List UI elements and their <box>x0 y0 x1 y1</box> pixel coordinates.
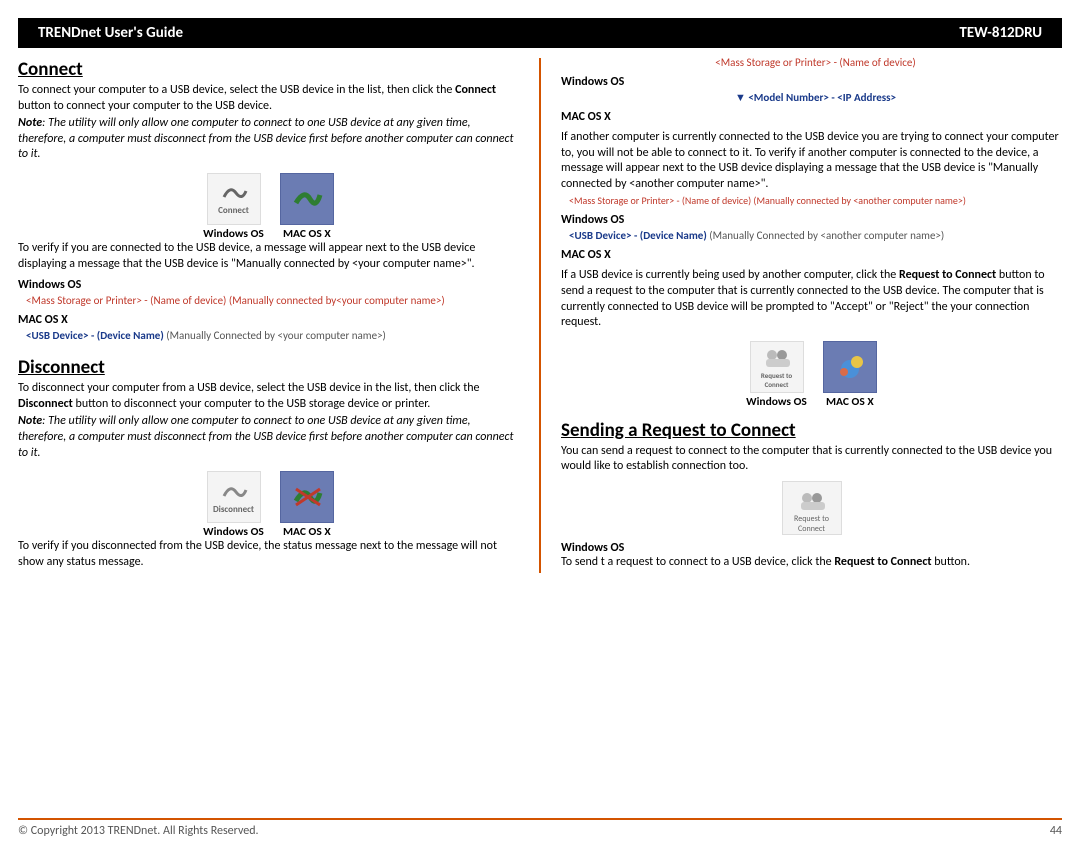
caption-mass-storage: <Mass Storage or Printer> - (Name of dev… <box>26 294 519 307</box>
caption-usb2: <USB Device> - (Device Name) (Manually C… <box>569 229 1062 242</box>
copyright: © Copyright 2013 TRENDnet. All Rights Re… <box>18 824 259 838</box>
request-icon-mac: MAC OS X <box>823 341 877 409</box>
r-win-3: Windows OS <box>561 541 1062 555</box>
request-icon-windows: Request to Connect Windows OS <box>746 341 807 409</box>
disconnect-verify: To verify if you disconnected from the U… <box>18 539 519 570</box>
r-p1: If another computer is currently connect… <box>561 130 1062 192</box>
os-windows-label: Windows OS <box>18 278 519 292</box>
r-win-1: Windows OS <box>561 75 1062 89</box>
disconnect-icon-mac: MAC OS X <box>280 471 334 539</box>
connect-note: Note: The utility will only allow one co… <box>18 116 519 163</box>
caption-usb-device: <USB Device> - (Device Name) (Manually C… <box>26 329 519 342</box>
r-mac-2: MAC OS X <box>561 248 1062 262</box>
sending-intro: You can send a request to connect to the… <box>561 444 1062 475</box>
content: Connect To connect your computer to a US… <box>0 48 1080 573</box>
connect-icon-mac-box <box>280 173 334 225</box>
connect-icon-mac: MAC OS X <box>280 173 334 241</box>
caption-top-mass: <Mass Storage or Printer> - (Name of dev… <box>569 56 1062 69</box>
caption-mass2: <Mass Storage or Printer> - (Name of dev… <box>569 194 1062 207</box>
connect-icon-windows: Connect Windows OS <box>203 173 264 241</box>
header-left: TRENDnet User's Guide <box>38 24 183 42</box>
caption-model: ▼ <Model Number> - <IP Address> <box>569 91 1062 104</box>
r-p2: If a USB device is currently being used … <box>561 268 1062 330</box>
disconnect-icons: Disconnect Windows OS MAC OS X <box>18 471 519 539</box>
r-win-2: Windows OS <box>561 213 1062 227</box>
request-connect-icon-mac <box>823 341 877 393</box>
header-right: TEW-812DRU <box>959 24 1042 42</box>
column-divider <box>539 58 541 573</box>
r-mac-1: MAC OS X <box>561 110 1062 124</box>
right-column: <Mass Storage or Printer> - (Name of dev… <box>561 54 1062 573</box>
left-column: Connect To connect your computer to a US… <box>18 54 519 573</box>
connect-heading: Connect <box>18 58 519 81</box>
disconnect-icon: Disconnect <box>207 471 261 523</box>
request-icons: Request to Connect Windows OS MAC OS X <box>561 341 1062 409</box>
connect-icon: Connect <box>207 173 261 225</box>
send-last: To send t a request to connect to a USB … <box>561 555 1062 571</box>
request-connect-icon-single: Request to Connect <box>782 481 842 535</box>
os-mac-label: MAC OS X <box>18 313 519 327</box>
disconnect-intro: To disconnect your computer from a USB d… <box>18 381 519 412</box>
connect-intro: To connect your computer to a USB device… <box>18 83 519 114</box>
connect-icons: Connect Windows OS MAC OS X <box>18 173 519 241</box>
footer: © Copyright 2013 TRENDnet. All Rights Re… <box>18 818 1062 838</box>
disconnect-note: Note: The utility will only allow one co… <box>18 414 519 461</box>
request-connect-icon: Request to Connect <box>750 341 804 393</box>
request-single-icon: Request to Connect <box>561 481 1062 535</box>
disconnect-heading: Disconnect <box>18 356 519 379</box>
disconnect-icon-mac-box <box>280 471 334 523</box>
header-bar: TRENDnet User's Guide TEW-812DRU <box>18 18 1062 48</box>
sending-heading: Sending a Request to Connect <box>561 419 1062 442</box>
disconnect-icon-windows: Disconnect Windows OS <box>203 471 264 539</box>
page-number: 44 <box>1050 824 1062 838</box>
connect-verify: To verify if you are connected to the US… <box>18 241 519 272</box>
